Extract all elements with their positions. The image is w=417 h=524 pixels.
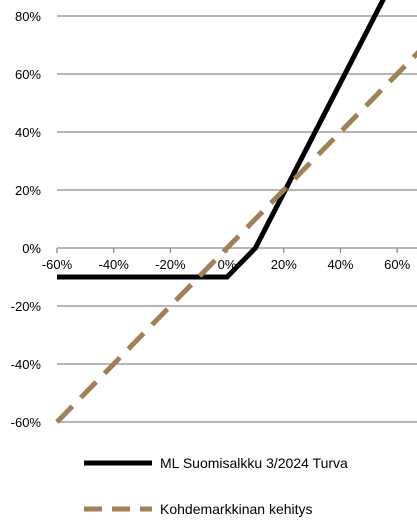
x-tick-label: 0%	[218, 257, 237, 272]
y-tick-label: 0%	[22, 241, 41, 256]
x-tick-label: -40%	[99, 257, 130, 272]
y-tick-label: -60%	[11, 415, 42, 430]
x-tick-label: 20%	[271, 257, 297, 272]
series-line-market	[55, 50, 417, 424]
legend-swatch-solid	[84, 460, 152, 466]
x-tick-label: 40%	[327, 257, 353, 272]
legend-item-market: Kohdemarkkinan kehitys	[82, 497, 412, 521]
y-tick-label: 40%	[15, 125, 41, 140]
y-tick-label: 60%	[15, 67, 41, 82]
y-tick-label: 20%	[15, 183, 41, 198]
legend-swatch-dashed	[84, 506, 152, 512]
legend-item-product: ML Suomisalkku 3/2024 Turva	[82, 451, 412, 475]
x-tick-label: 60%	[384, 257, 410, 272]
series-line-product	[57, 0, 386, 280]
legend-label-market: Kohdemarkkinan kehitys	[160, 501, 313, 517]
y-tick-label: -20%	[11, 299, 42, 314]
y-tick-label: 80%	[15, 9, 41, 24]
legend-label-product: ML Suomisalkku 3/2024 Turva	[160, 455, 348, 471]
x-tick-label: -60%	[42, 257, 73, 272]
y-tick-label: -40%	[11, 357, 42, 372]
x-tick-label: -20%	[155, 257, 186, 272]
